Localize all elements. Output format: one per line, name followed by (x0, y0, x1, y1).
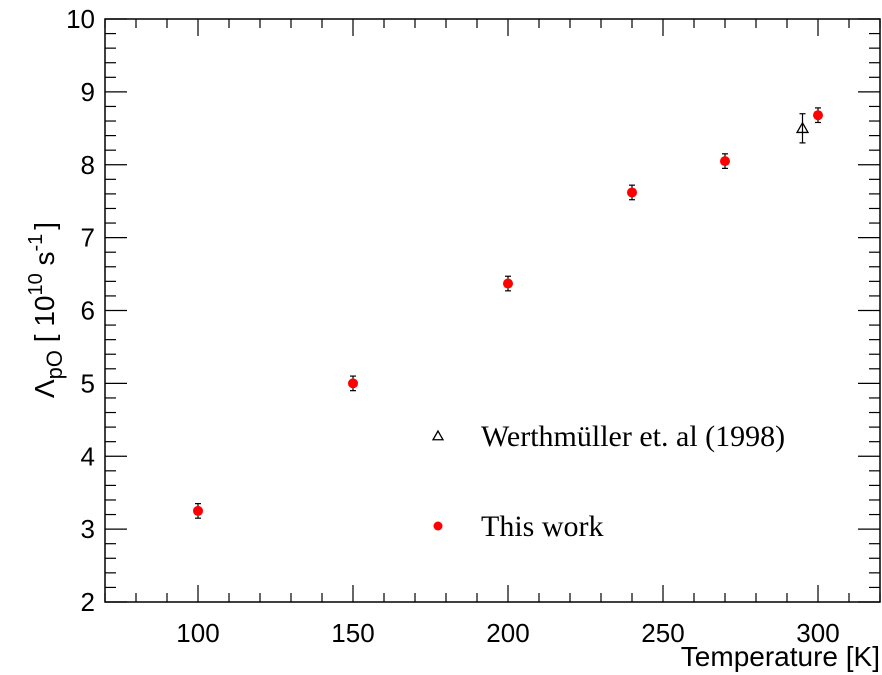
y-tick-label: 10 (66, 4, 95, 34)
legend-marker (431, 429, 445, 441)
legend-marker (433, 521, 443, 531)
data-point (503, 278, 513, 289)
legend: Werthmüller et. al (1998) This work (431, 420, 785, 543)
x-tick-label: 150 (331, 618, 374, 648)
x-tick-label: 300 (796, 618, 839, 648)
legend-label: Werthmüller et. al (1998) (481, 420, 785, 453)
data-point (795, 121, 810, 134)
tick-labels: 100 150 200 250 300 2 3 4 5 6 7 8 9 10 (66, 4, 840, 648)
y-tick-label: 8 (81, 150, 95, 180)
x-axis-label: Temperature [K] (681, 641, 880, 672)
data-point (813, 110, 823, 121)
y-tick-label: 9 (81, 77, 95, 107)
legend-label: This work (481, 510, 604, 543)
axis-ticks (104, 18, 881, 603)
y-tick-label: 4 (81, 441, 95, 471)
y-axis-symbol: Λ (29, 379, 60, 398)
y-tick-label: 7 (81, 223, 95, 253)
y-tick-label: 6 (81, 296, 95, 326)
x-tick-label: 100 (176, 618, 219, 648)
y-tick-label: 2 (81, 587, 95, 617)
data-marks (193, 107, 823, 519)
y-tick-label: 3 (81, 514, 95, 544)
x-tick-label: 200 (486, 618, 529, 648)
data-point (627, 187, 637, 198)
y-axis-symbol-sub: pO (42, 350, 67, 379)
data-point (348, 378, 358, 389)
y-axis-unit-open: [ 10 (29, 296, 60, 350)
y-axis-label: ΛpO [ 1010 s-1] (25, 222, 67, 398)
x-tick-label: 250 (641, 618, 684, 648)
y-axis-unit-exp: 10 (25, 273, 47, 295)
y-axis-unit-mid: s (29, 252, 60, 274)
y-axis-unit-exp2: -1 (25, 234, 47, 252)
data-point (193, 505, 203, 516)
data-point (720, 156, 730, 167)
y-axis-unit-close: ] (29, 222, 60, 230)
y-tick-label: 5 (81, 368, 95, 398)
